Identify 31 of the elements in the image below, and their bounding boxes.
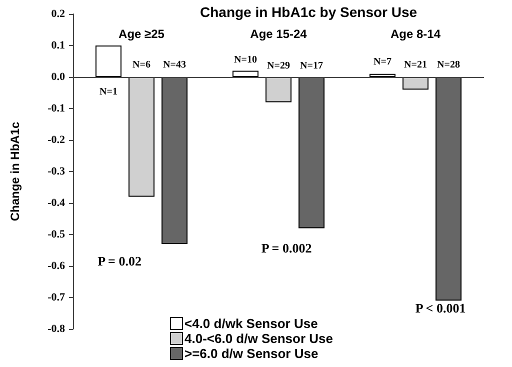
annotation: P = 0.002 xyxy=(261,240,312,256)
y-axis-title: Change in HbA1c xyxy=(8,122,22,222)
annotation: N=28 xyxy=(437,60,460,70)
y-tick-label: -0.6 xyxy=(48,260,66,272)
legend-label: <4.0 d/wk Sensor Use xyxy=(184,316,318,331)
x-tick-label: Age 15-24 xyxy=(250,27,308,41)
annotation: N=7 xyxy=(374,56,392,68)
annotation: N=1 xyxy=(100,86,118,98)
annotation: N=29 xyxy=(267,60,290,72)
annotation: N=10 xyxy=(234,54,257,66)
y-tick-label: -0.7 xyxy=(48,292,66,304)
annotation: P = 0.02 xyxy=(98,254,142,268)
x-tick-label: Age 8-14 xyxy=(390,27,441,41)
annotation: N=43 xyxy=(163,60,186,70)
y-tick-label: -0.2 xyxy=(48,134,66,146)
y-tick-label: -0.3 xyxy=(48,166,66,178)
y-tick-label: -0.8 xyxy=(48,323,66,335)
x-tick-label: Age ≥25 xyxy=(118,27,165,41)
legend-label: >=6.0 d/w Sensor Use xyxy=(184,346,318,361)
y-tick-label: -0.4 xyxy=(48,197,66,209)
annotation: N=21 xyxy=(404,60,427,70)
annotation: P < 0.001 xyxy=(415,300,466,316)
chart-title: Change in HbA1c by Sensor Use xyxy=(200,4,418,20)
y-tick-label: -0.1 xyxy=(48,102,65,114)
annotation: N=17 xyxy=(300,60,323,72)
y-tick-label: 0.2 xyxy=(51,8,66,20)
y-tick-label: 0.1 xyxy=(51,40,65,52)
legend-label: 4.0-<6.0 d/w Sensor Use xyxy=(184,331,333,346)
y-tick-label: -0.5 xyxy=(48,228,66,240)
y-tick-label: 0.0 xyxy=(51,71,66,83)
annotation: N=6 xyxy=(132,60,150,70)
